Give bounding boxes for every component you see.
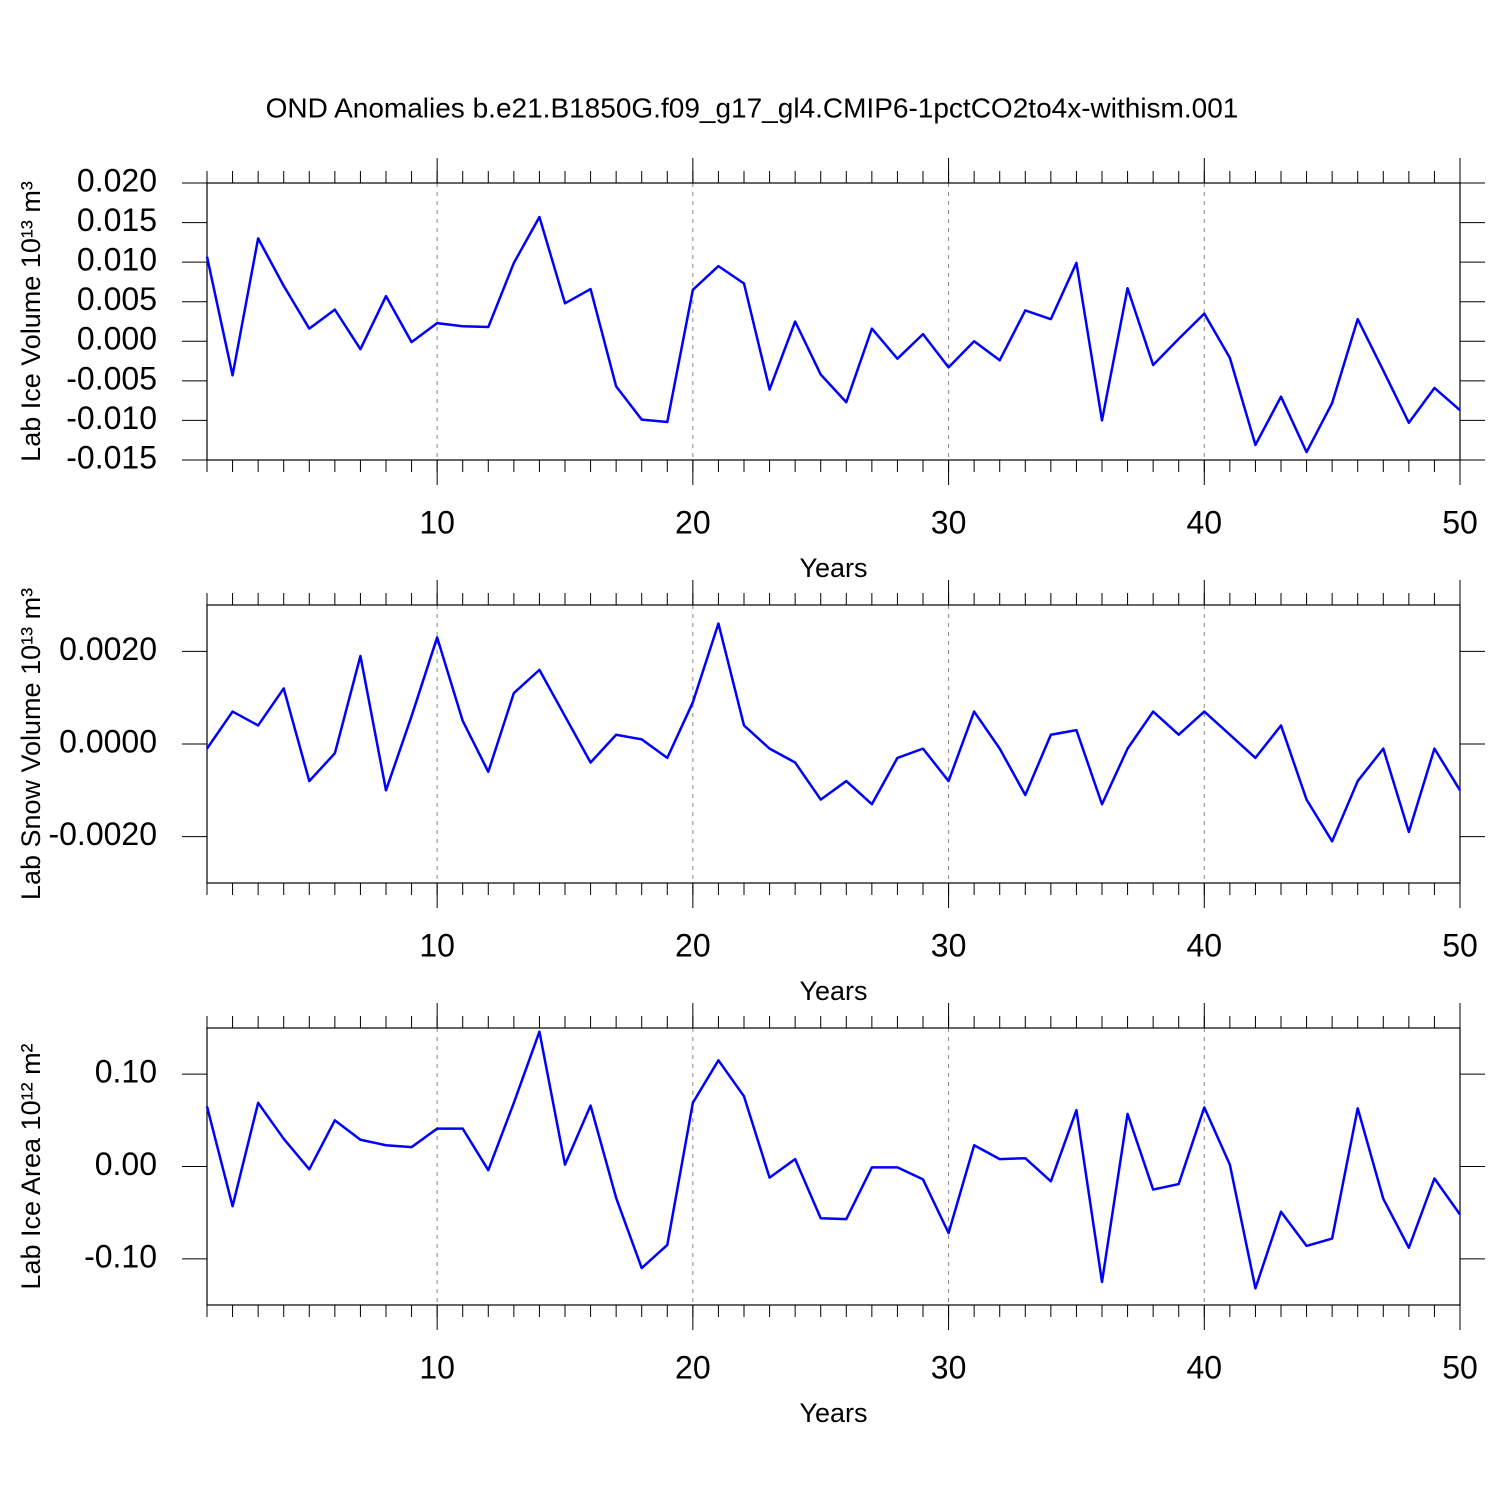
- x-axis-label: Years: [799, 553, 867, 583]
- x-tick-label: 50: [1442, 927, 1478, 963]
- y-tick-label: -0.005: [66, 360, 157, 396]
- x-tick-label: 50: [1442, 504, 1478, 540]
- y-tick-label: 0.000: [77, 321, 157, 357]
- x-tick-label: 30: [931, 504, 967, 540]
- y-tick-label: 0.005: [77, 281, 157, 317]
- y-tick-label: 0.10: [95, 1054, 157, 1090]
- x-axis-label: Years: [799, 976, 867, 1006]
- figure-title: OND Anomalies b.e21.B1850G.f09_g17_gl4.C…: [266, 92, 1239, 123]
- y-tick-label: -0.0020: [48, 816, 157, 852]
- data-line: [205, 622, 1462, 843]
- data-line: [205, 1030, 1462, 1290]
- x-tick-label: 30: [931, 927, 967, 963]
- y-axis-label: Lab Snow Volume 10¹³ m³: [16, 588, 46, 900]
- y-tick-label: 0.0020: [59, 631, 157, 667]
- x-tick-label: 10: [419, 927, 455, 963]
- plot-frame: [206, 604, 1461, 884]
- plot-frame: [206, 1027, 1461, 1306]
- x-tick-label: 20: [675, 927, 711, 963]
- x-tick-label: 30: [931, 1349, 967, 1385]
- y-axis-label: Lab Ice Area 10¹² m²: [16, 1043, 46, 1289]
- y-tick-label: -0.10: [84, 1238, 157, 1274]
- x-tick-label: 50: [1442, 1349, 1478, 1385]
- x-axis-label: Years: [799, 1398, 867, 1428]
- x-tick-label: 10: [419, 1349, 455, 1385]
- x-tick-label: 20: [675, 1349, 711, 1385]
- y-tick-label: 0.010: [77, 242, 157, 278]
- data-line: [205, 215, 1461, 454]
- y-tick-label: 0.00: [95, 1146, 157, 1182]
- x-tick-label: 40: [1186, 1349, 1222, 1385]
- x-tick-label: 20: [675, 504, 711, 540]
- x-tick-label: 40: [1186, 927, 1222, 963]
- y-tick-label: 0.020: [77, 162, 157, 198]
- x-tick-label: 40: [1186, 504, 1222, 540]
- y-tick-label: -0.015: [66, 439, 157, 475]
- y-tick-label: 0.015: [77, 202, 157, 238]
- y-tick-label: -0.010: [66, 400, 157, 436]
- x-tick-label: 10: [419, 504, 455, 540]
- plot-frame: [206, 182, 1461, 461]
- y-axis-label: Lab Ice Volume 10¹³ m³: [16, 181, 46, 462]
- y-tick-label: 0.0000: [59, 723, 157, 759]
